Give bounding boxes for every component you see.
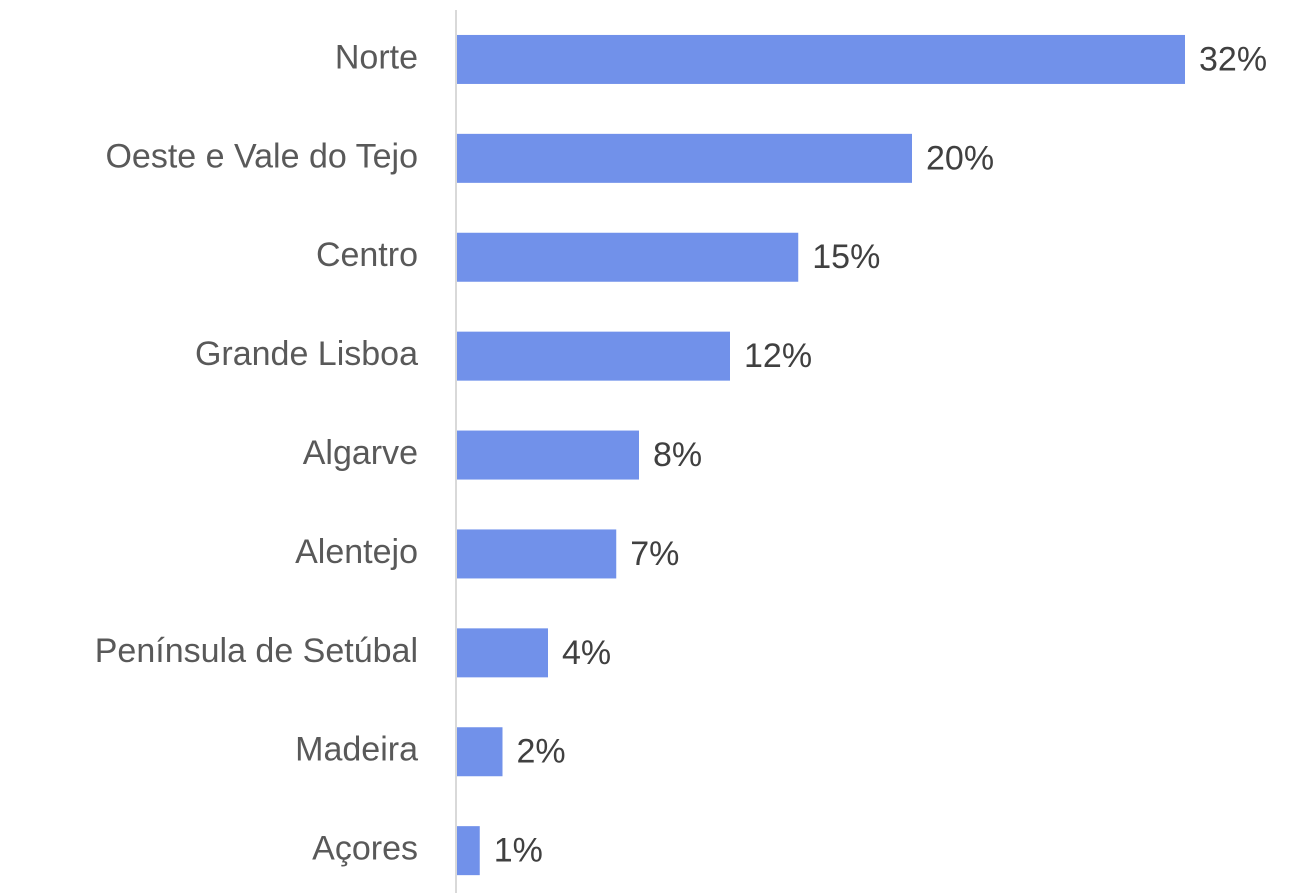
category-label: Algarve xyxy=(303,434,418,472)
value-label: 7% xyxy=(630,535,679,573)
value-label: 20% xyxy=(926,139,994,177)
value-label: 12% xyxy=(744,337,812,375)
bar xyxy=(457,133,912,183)
value-label: 15% xyxy=(812,238,880,276)
category-label: Açores xyxy=(312,830,418,868)
category-label: Grande Lisboa xyxy=(195,335,418,373)
bar xyxy=(457,529,617,579)
category-label: Norte xyxy=(335,38,418,76)
category-label: Oeste e Vale do Tejo xyxy=(105,137,418,175)
bar xyxy=(457,628,548,678)
category-label: Centro xyxy=(316,236,418,274)
category-label: Península de Setúbal xyxy=(95,632,418,670)
bar xyxy=(457,430,639,480)
value-label: 4% xyxy=(562,634,611,672)
category-label: Alentejo xyxy=(295,533,418,571)
bar xyxy=(457,331,730,381)
bar xyxy=(457,34,1185,84)
value-label: 8% xyxy=(653,436,702,474)
bar xyxy=(457,727,503,777)
bar xyxy=(457,826,480,876)
bar xyxy=(457,232,799,282)
value-label: 2% xyxy=(517,733,566,771)
value-label: 32% xyxy=(1199,40,1267,78)
category-label: Madeira xyxy=(295,731,418,769)
value-label: 1% xyxy=(494,832,543,870)
